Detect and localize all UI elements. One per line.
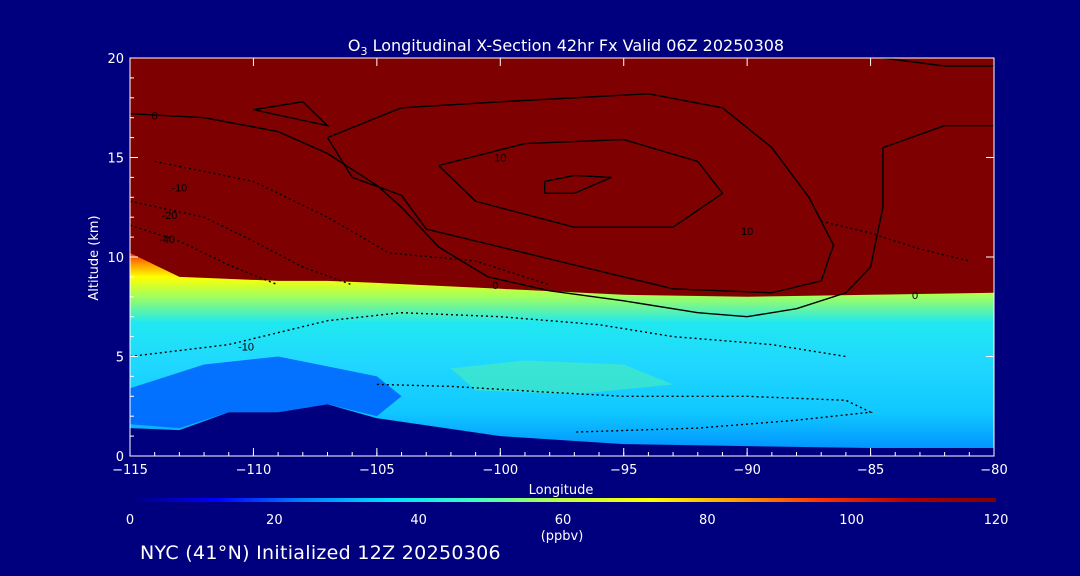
contour-twenty bbox=[438, 138, 724, 228]
contour-thirty bbox=[544, 174, 612, 194]
title-subscript: 3 bbox=[360, 45, 367, 58]
y-axis-label: Altitude (km) bbox=[87, 215, 102, 300]
init-info-label: NYC (41°N) Initialized 12Z 20250306 bbox=[140, 542, 501, 564]
plot-area: 0 -10 -20 -40 10 10 0 -10 0 bbox=[130, 58, 994, 456]
x-tick-label: −110 bbox=[236, 463, 272, 478]
colorbar-unit: (ppbv) bbox=[541, 529, 584, 544]
colorbar-tick-label: 0 bbox=[126, 513, 134, 528]
x-tick-label: −85 bbox=[857, 463, 884, 478]
x-tick-label: −115 bbox=[112, 463, 148, 478]
title-text: Longitudinal X-Section 42hr Fx Valid 06Z… bbox=[367, 36, 784, 55]
contour-small bbox=[253, 101, 330, 127]
x-tick-label: −90 bbox=[733, 463, 760, 478]
high-ozone-patch bbox=[450, 360, 674, 395]
x-tick-label: −100 bbox=[482, 463, 518, 478]
contour-neg40 bbox=[130, 224, 279, 286]
colorbar-tick-label: 60 bbox=[555, 513, 572, 528]
title-species: O bbox=[348, 36, 361, 55]
contour-low bbox=[376, 383, 874, 433]
contour-label: 0 bbox=[152, 111, 158, 123]
colorbar-tick-label: 40 bbox=[410, 513, 427, 528]
colorbar-tick-label: 100 bbox=[839, 513, 864, 528]
y-tick-label: 15 bbox=[107, 152, 124, 167]
chart-title: O3 Longitudinal X-Section 42hr Fx Valid … bbox=[348, 36, 784, 58]
surface-layer-fill bbox=[130, 404, 994, 456]
contour-label: -10 bbox=[238, 342, 254, 354]
contour-label: 0 bbox=[492, 280, 498, 292]
low-ozone-patch bbox=[130, 356, 402, 429]
y-tick-label: 20 bbox=[107, 52, 124, 67]
contour-label: -10 bbox=[171, 182, 187, 194]
contour-lines bbox=[130, 58, 994, 433]
colorbar-ticks: 0 20 40 60 80 100 120 bbox=[126, 513, 1009, 528]
contour-labels: 0 -10 -20 -40 10 10 0 -10 0 bbox=[152, 111, 918, 354]
x-tick-label: −80 bbox=[980, 463, 1007, 478]
contour-label: -40 bbox=[159, 234, 175, 246]
x-axis-label: Longitude bbox=[529, 483, 594, 498]
contour-label: -20 bbox=[162, 210, 178, 222]
colorbar-tick-label: 20 bbox=[266, 513, 283, 528]
contour-label: 0 bbox=[912, 290, 918, 302]
colorbar bbox=[130, 498, 996, 502]
contour-label: 10 bbox=[494, 153, 506, 165]
axes: −115 −110 −105 −100 −95 −90 −85 −80 0 5 10 15 20 bbox=[107, 52, 1007, 478]
contour-ten bbox=[326, 93, 835, 294]
contour-top bbox=[882, 58, 994, 67]
x-tick-label: −105 bbox=[359, 463, 395, 478]
colorbar-tick-label: 120 bbox=[984, 513, 1009, 528]
contour-east bbox=[821, 220, 970, 262]
y-tick-label: 0 bbox=[116, 450, 124, 465]
y-tick-label: 10 bbox=[107, 251, 124, 266]
x-tick-label: −95 bbox=[610, 463, 637, 478]
contour-zero bbox=[130, 113, 994, 318]
contour-neg20 bbox=[130, 200, 353, 286]
contour-label: 10 bbox=[741, 226, 753, 238]
y-tick-label: 5 bbox=[116, 351, 124, 366]
colorbar-tick-label: 80 bbox=[699, 513, 716, 528]
